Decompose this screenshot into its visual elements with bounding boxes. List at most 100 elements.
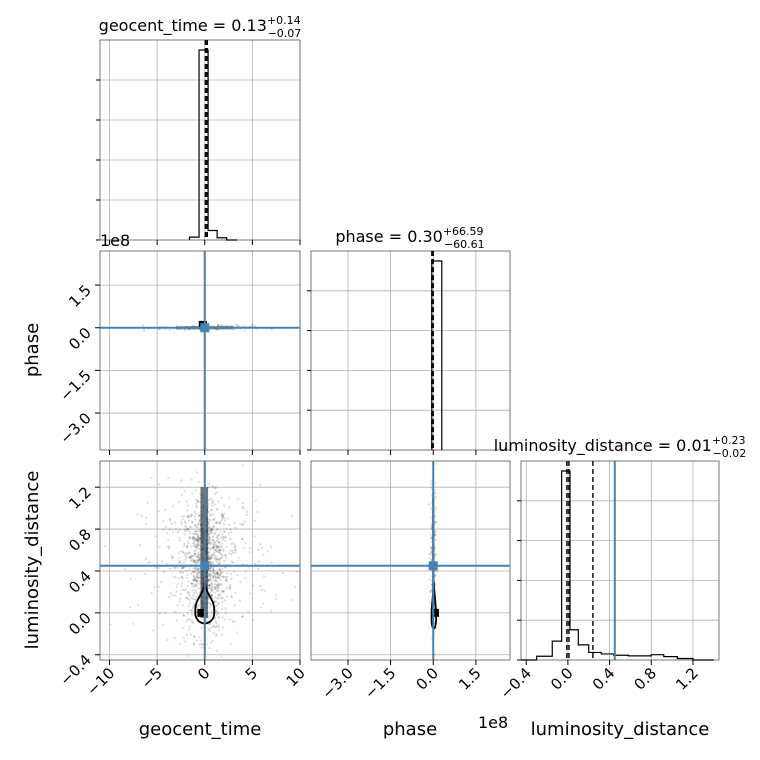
sample-point (209, 567, 212, 571)
sample-point (212, 539, 215, 542)
sample-point (216, 546, 220, 549)
sample-point (214, 600, 217, 603)
sample-point (210, 588, 213, 591)
sample-point (228, 588, 231, 591)
x-tick-label-geocent-time: −5 (138, 664, 166, 692)
sample-point (221, 571, 224, 574)
sample-point (215, 545, 218, 548)
sample-point (197, 558, 201, 562)
sample-point (176, 604, 179, 607)
sample-point (211, 527, 214, 530)
sample-point (193, 510, 196, 513)
sample-point (215, 580, 218, 583)
sample-point (234, 543, 237, 546)
sample-point (237, 324, 240, 327)
sample-point (230, 560, 233, 563)
sample-point (228, 583, 231, 586)
sample-point (218, 551, 221, 555)
sample-point (181, 582, 184, 585)
sample-point (208, 511, 211, 514)
sample-point (223, 618, 226, 621)
sample-point (208, 629, 211, 632)
sample-point (212, 575, 215, 578)
sample-point (209, 557, 212, 561)
sample-point (145, 516, 148, 520)
x-axis-label-geocent-time: geocent_time (139, 719, 262, 740)
sample-point (218, 558, 221, 561)
sample-point (221, 567, 224, 570)
sample-point (187, 515, 190, 518)
sample-point (188, 532, 192, 535)
sample-point (209, 547, 212, 550)
sample-point (211, 568, 215, 571)
sample-point (187, 542, 190, 545)
sample-point (217, 324, 220, 327)
sample-point (189, 633, 192, 636)
sample-point (193, 537, 196, 540)
sample-point (198, 514, 201, 517)
sample-point (198, 539, 201, 542)
sample-point (215, 576, 218, 579)
sample-point (275, 597, 278, 600)
sample-point (186, 546, 189, 549)
sample-point (196, 552, 199, 555)
sample-point (210, 584, 213, 588)
sample-point (209, 556, 212, 559)
sample-point (109, 623, 112, 626)
sample-point (185, 620, 188, 623)
sample-point (221, 575, 224, 579)
sample-point (225, 578, 228, 581)
sample-point (189, 526, 192, 529)
sample-point (218, 576, 221, 580)
sample-point (210, 609, 213, 612)
sample-point (197, 480, 200, 484)
sample-point (223, 599, 226, 602)
sample-point (192, 592, 196, 595)
sample-point (180, 575, 183, 578)
sample-point (210, 589, 213, 593)
sample-point (150, 591, 153, 595)
sample-point (191, 520, 194, 523)
sample-point (213, 551, 216, 554)
sample-point (217, 593, 220, 596)
sample-point (191, 620, 194, 624)
sample-point (192, 570, 195, 574)
sample-point (214, 580, 217, 583)
sample-point (211, 504, 214, 507)
sample-point (187, 528, 190, 531)
sample-point (223, 519, 227, 522)
sample-point (209, 591, 212, 594)
sample-point (194, 512, 198, 515)
sample-point (434, 496, 437, 499)
sample-point (197, 574, 200, 577)
sample-point (211, 499, 214, 502)
sample-point (220, 323, 223, 326)
sample-point (257, 548, 260, 552)
sample-point (211, 532, 214, 535)
sample-point (194, 589, 197, 592)
sample-point (191, 582, 194, 585)
sample-point (188, 556, 191, 559)
sample-point (211, 484, 214, 487)
sample-point (215, 622, 218, 625)
sample-point (227, 523, 230, 527)
sample-point (209, 566, 212, 569)
sample-point (194, 562, 198, 565)
sample-point (191, 491, 194, 494)
sample-point (231, 561, 235, 564)
panel-phase-vs-phase-frame (310, 250, 511, 451)
sample-point (259, 606, 262, 609)
sample-point (150, 477, 153, 480)
sample-point (244, 541, 247, 545)
sample-point (211, 536, 214, 539)
sample-point (188, 568, 191, 571)
sample-point (192, 641, 195, 645)
sample-point (216, 572, 219, 575)
sample-point (191, 537, 194, 540)
sample-point (194, 545, 197, 549)
sample-point (171, 555, 174, 558)
sample-point (216, 324, 220, 327)
sample-point (186, 528, 189, 531)
sample-point (434, 462, 437, 465)
sample-point (212, 519, 215, 522)
